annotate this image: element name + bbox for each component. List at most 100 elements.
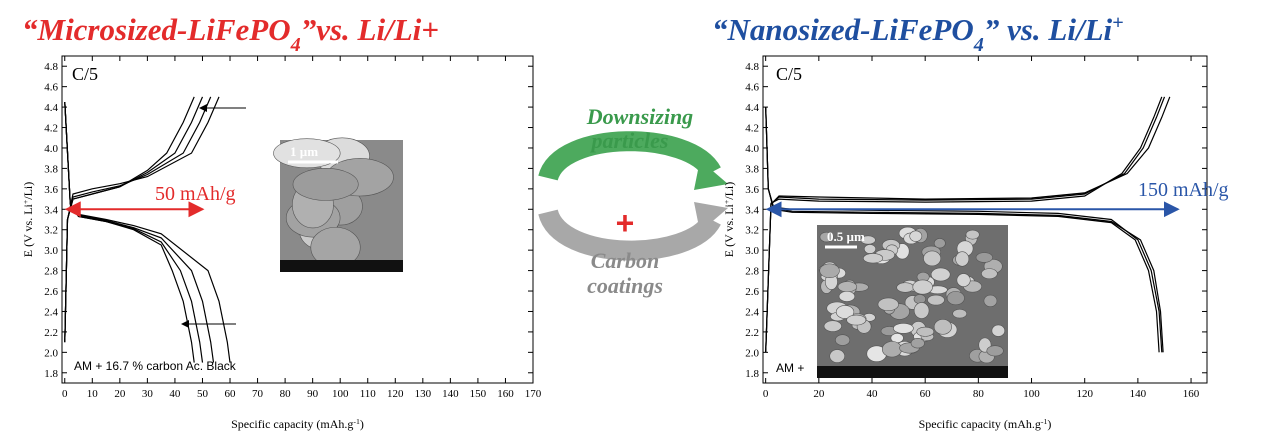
x-tick-label: 20	[114, 388, 126, 400]
sem-particle	[860, 235, 876, 245]
y-tick-label: 3.4	[44, 204, 58, 216]
sem-particle	[927, 294, 945, 306]
sem-particle	[893, 322, 914, 334]
y-tick-label: 4.2	[745, 123, 759, 135]
capacity-label: 50 mAh/g	[155, 183, 236, 205]
chart-title: “Nanosized-LiFePO4” vs. Li/Li+	[712, 12, 1124, 56]
sem-particle	[910, 338, 925, 349]
y-tick-label: 2.4	[44, 306, 58, 318]
curve	[765, 96, 1163, 353]
diagram-plus: +	[616, 205, 635, 241]
sem-particle	[983, 294, 998, 307]
capacity-label: 150 mAh/g	[1138, 179, 1229, 201]
x-tick-label: 30	[142, 388, 154, 400]
text-part: “Nanosized-LiFePO	[712, 12, 974, 47]
x-tick-label: 130	[415, 388, 432, 400]
sem-particle	[835, 334, 851, 346]
x-tick-label: 120	[387, 388, 404, 400]
scale-bar-label: 1 µm	[290, 144, 318, 159]
y-tick-label: 3.2	[44, 225, 58, 237]
arrow-head	[694, 202, 728, 232]
x-tick-label: 160	[1183, 388, 1200, 400]
text-part: E (V vs. Li	[21, 203, 35, 257]
text-part: +	[722, 199, 731, 204]
x-tick-label: 50	[197, 388, 209, 400]
y-tick-label: 2.8	[745, 266, 759, 278]
x-axis-label: Specific capacity (mAh.g-1)	[919, 417, 1052, 432]
text-part: )	[360, 417, 364, 431]
y-tick-label: 2.8	[44, 266, 58, 278]
y-tick-label: 1.8	[745, 368, 759, 380]
sem-particle	[955, 251, 970, 267]
y-tick-label: 2.4	[745, 306, 759, 318]
x-tick-label: 40	[169, 388, 181, 400]
x-tick-label: 90	[307, 388, 319, 400]
y-tick-label: 4.8	[745, 61, 759, 73]
y-tick-label: 2.0	[44, 347, 58, 359]
sem-footer	[280, 260, 403, 272]
y-tick-label: 4.4	[745, 102, 759, 114]
x-tick-label: 160	[497, 388, 514, 400]
text-part: ” vs. Li/Li	[984, 12, 1113, 47]
sem-particle	[877, 297, 899, 311]
sem-particle	[273, 138, 341, 169]
x-tick-label: 110	[360, 388, 377, 400]
curve	[765, 96, 1171, 353]
y-tick-label: 2.6	[44, 286, 58, 298]
y-tick-label: 2.0	[745, 347, 759, 359]
sem-particle	[933, 319, 952, 335]
x-tick-label: 140	[442, 388, 459, 400]
y-tick-label: 3.2	[745, 225, 759, 237]
y-tick-label: 3.8	[44, 163, 58, 175]
x-tick-label: 10	[87, 388, 99, 400]
sem-particle	[896, 282, 915, 293]
sem-particle	[965, 229, 980, 240]
y-tick-label: 3.6	[44, 184, 58, 196]
sem-particle	[819, 263, 840, 279]
sem-particle	[930, 267, 951, 282]
y-tick-label: 2.2	[745, 327, 759, 339]
sem-particle	[837, 281, 858, 293]
diagram-label: Downsizing	[586, 104, 693, 129]
sem-particle	[846, 314, 867, 326]
curve	[64, 96, 220, 343]
plot-frame	[61, 55, 534, 384]
y-tick-label: 4.2	[44, 123, 58, 135]
x-tick-label: 80	[973, 388, 985, 400]
x-tick-label: 140	[1130, 388, 1147, 400]
x-tick-label: 100	[1023, 388, 1040, 400]
text-part: +	[1112, 12, 1123, 34]
rate-label: C/5	[776, 64, 802, 84]
x-tick-label: 60	[920, 388, 932, 400]
curve	[64, 101, 195, 363]
x-tick-label: 60	[225, 388, 237, 400]
y-tick-label: 1.8	[44, 368, 58, 380]
sem-footer	[817, 366, 1008, 378]
sem-particle	[838, 291, 856, 302]
arrow-head	[694, 160, 728, 190]
diagram-label: coatings	[587, 273, 663, 298]
sem-particle	[912, 279, 933, 295]
y-tick-label: 4.8	[44, 61, 58, 73]
downsizing-arrow	[538, 131, 721, 182]
plot-frame	[762, 55, 1208, 384]
text-part: “Microsized-LiFePO	[22, 12, 291, 47]
text-part: Specific capacity (mAh.g	[231, 417, 353, 431]
text-part: /Li)	[722, 182, 736, 200]
y-axis-label: E (V vs. Li+/Li)	[722, 182, 737, 258]
sem-particle	[882, 341, 902, 358]
y-tick-label: 3.8	[745, 163, 759, 175]
text-part: -1	[1041, 417, 1048, 426]
text-part: 4	[290, 34, 301, 56]
coating-arrow	[538, 208, 721, 261]
sem-particle	[829, 349, 845, 363]
sem-particle	[913, 302, 930, 319]
text-part: 4	[973, 34, 984, 56]
composition-label: AM +	[776, 361, 804, 375]
sem-particle	[952, 308, 968, 319]
x-tick-label: 100	[332, 388, 349, 400]
sem-particle	[991, 324, 1006, 337]
curve	[64, 96, 212, 343]
sem-particle	[823, 320, 842, 332]
composition-label: AM + 16.7 % carbon Ac. Black	[74, 359, 237, 373]
